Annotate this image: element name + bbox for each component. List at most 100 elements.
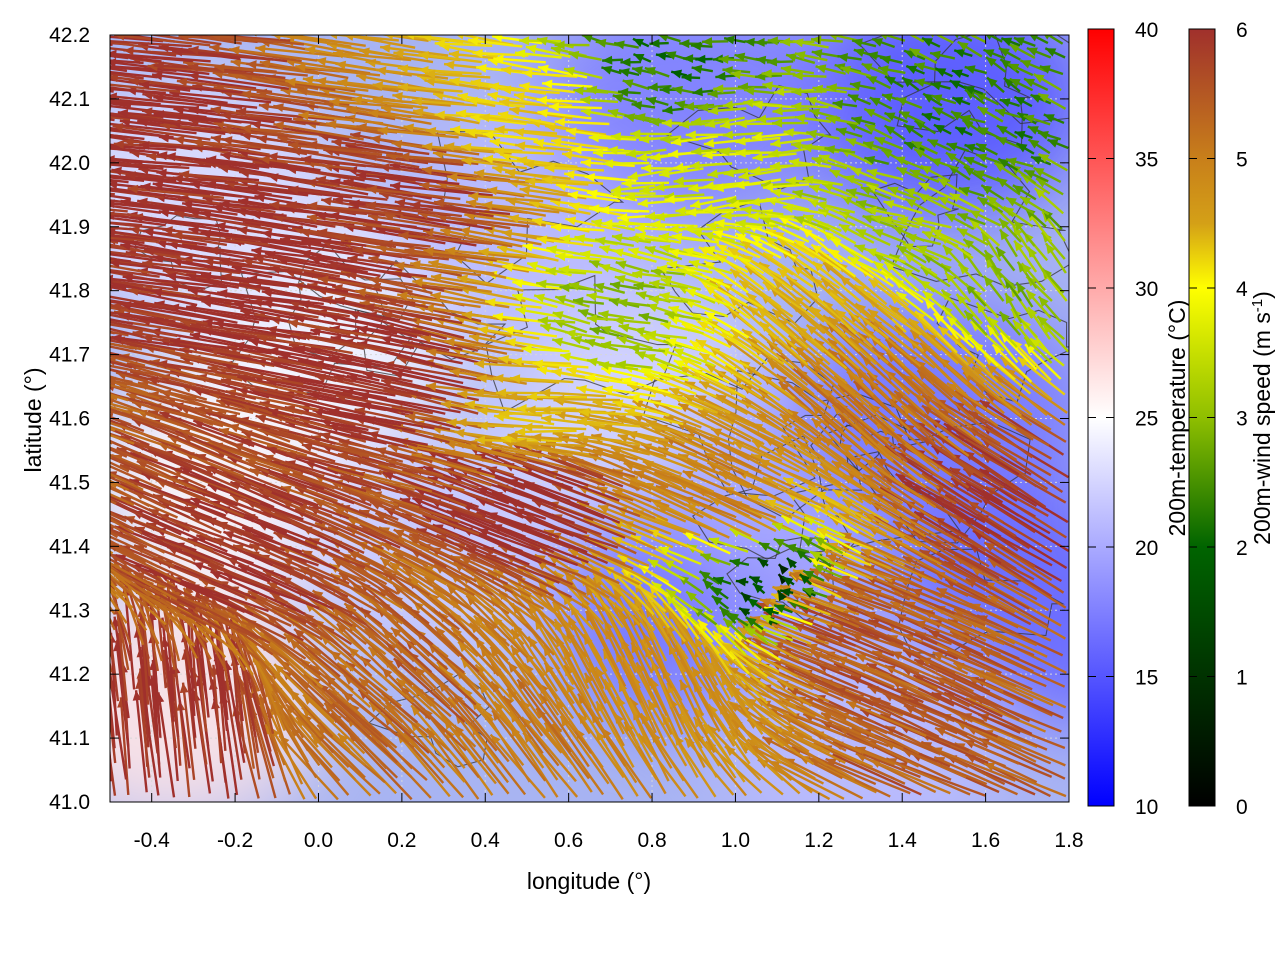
wind-vector-head [91, 556, 102, 566]
wind-vector-head [82, 510, 93, 519]
wind-vector-head [88, 448, 99, 456]
wind-vector-88 [491, 709, 547, 782]
wind-vector-head [935, 727, 947, 737]
wind-vector-shaft [757, 758, 831, 801]
wind-vector-shaft [679, 713, 718, 778]
wind-vector-shaft [110, 702, 112, 718]
wind-vector-shaft [491, 709, 547, 782]
wind-vector-head [427, 728, 437, 740]
wind-vector-head [369, 702, 380, 713]
wind-vector-head [98, 557, 109, 566]
wind-vector-179 [934, 726, 1020, 765]
wind-vector-shaft [396, 732, 451, 798]
wind-vector-shaft [238, 675, 256, 769]
wind-vector-head [821, 712, 833, 722]
wind-vector-283 [690, 666, 737, 733]
wind-vector-shaft [934, 726, 1020, 765]
wind-vector-head [110, 515, 112, 519]
wind-vector-shaft [509, 711, 559, 781]
wind-vector-shaft [414, 666, 479, 732]
wind-vector-head [59, 509, 70, 517]
wind-vector-154 [577, 693, 627, 767]
wind-vector-shaft [295, 716, 357, 781]
wind-vector-shaft [794, 731, 874, 769]
wind-vector-shaft [554, 698, 604, 769]
wind-vector-488 [110, 660, 113, 673]
wind-vector-shaft [879, 713, 970, 752]
wind-vector-shaft [832, 740, 921, 779]
wind-vector-shaft [820, 711, 904, 750]
wind-vector-head [46, 514, 57, 523]
wind-vector-shaft [854, 746, 939, 782]
wind-vector-shaft [249, 705, 277, 799]
wind-vector-shaft [600, 727, 653, 799]
wind-vector-head [110, 657, 111, 658]
wind-vector-shaft [516, 678, 572, 754]
wind-vector-head [38, 488, 49, 497]
wind-vector-head [95, 560, 105, 571]
wind-vector-66 [179, 682, 196, 780]
wind-vector-shaft [869, 758, 951, 795]
wind-vector-shaft [409, 720, 466, 783]
wind-vector-head [60, 388, 71, 397]
wind-vector-shaft [224, 660, 246, 763]
wind-vector-shaft [323, 702, 388, 770]
wind-vector-head [110, 429, 111, 432]
wind-vector-head [90, 491, 101, 499]
wind-vector-head [88, 527, 99, 535]
wind-vector-head [346, 717, 357, 728]
wind-vector-shaft [410, 704, 466, 769]
wind-vector-shaft [212, 664, 223, 764]
wind-vector-shaft [855, 752, 937, 794]
wind-vector-shaft [478, 682, 528, 752]
wind-vector-head [75, 525, 86, 534]
wind-vector-head [707, 725, 718, 736]
wind-vector-head [724, 746, 736, 757]
contour-line-0 [659, 199, 819, 324]
wind-vector-18 [337, 732, 397, 795]
wind-vector-head [89, 565, 98, 576]
wind-vector-shaft [489, 733, 546, 799]
wind-vector-shaft [563, 664, 610, 739]
wind-vector-shaft [181, 682, 196, 780]
wind-vector-shaft [281, 669, 351, 735]
wind-vector-head [521, 717, 532, 728]
wind-vector-shaft [707, 703, 751, 765]
wind-vector-shaft [110, 689, 116, 749]
wind-vector-shaft [559, 715, 610, 785]
wind-vector-head [97, 617, 106, 627]
wind-vector-head [479, 682, 489, 694]
wind-vector-shaft [403, 731, 465, 799]
wind-vector-head [98, 476, 109, 484]
wind-vector-shaft [706, 724, 762, 781]
wind-vector-head [100, 680, 109, 690]
wind-vector-head [88, 509, 99, 517]
wind-vector-shaft [337, 732, 397, 795]
wind-vector-shaft [278, 734, 339, 801]
wind-vector-head [39, 482, 50, 490]
wind-vector-shaft [728, 725, 793, 781]
wind-vector-shaft [151, 659, 161, 765]
wind-vector-head [98, 557, 106, 568]
wind-vector-head [179, 682, 189, 694]
wind-vector-shaft [343, 673, 412, 735]
wind-vector-shaft [757, 716, 831, 754]
wind-vector-head [492, 710, 502, 722]
wind-vector-shaft [171, 666, 182, 766]
wind-vector-head [684, 737, 695, 749]
wind-vector-head [404, 732, 415, 743]
wind-vector-shaft [543, 661, 591, 735]
wind-vector-shaft [628, 697, 673, 769]
wind-vector-head [693, 717, 704, 728]
wind-vector-shaft [412, 685, 477, 748]
wind-vector-206 [412, 685, 477, 748]
wind-vector-head [97, 591, 106, 601]
wind-vector-shaft [617, 680, 653, 752]
wind-vector-shaft [519, 699, 574, 766]
wind-vector-shaft [110, 677, 128, 780]
wind-vector-100 [692, 716, 737, 779]
wind-vector-shaft [437, 680, 498, 752]
wind-vector-head [303, 674, 315, 685]
wind-vector-shaft [983, 762, 1067, 798]
wind-vector-shaft [768, 759, 845, 800]
